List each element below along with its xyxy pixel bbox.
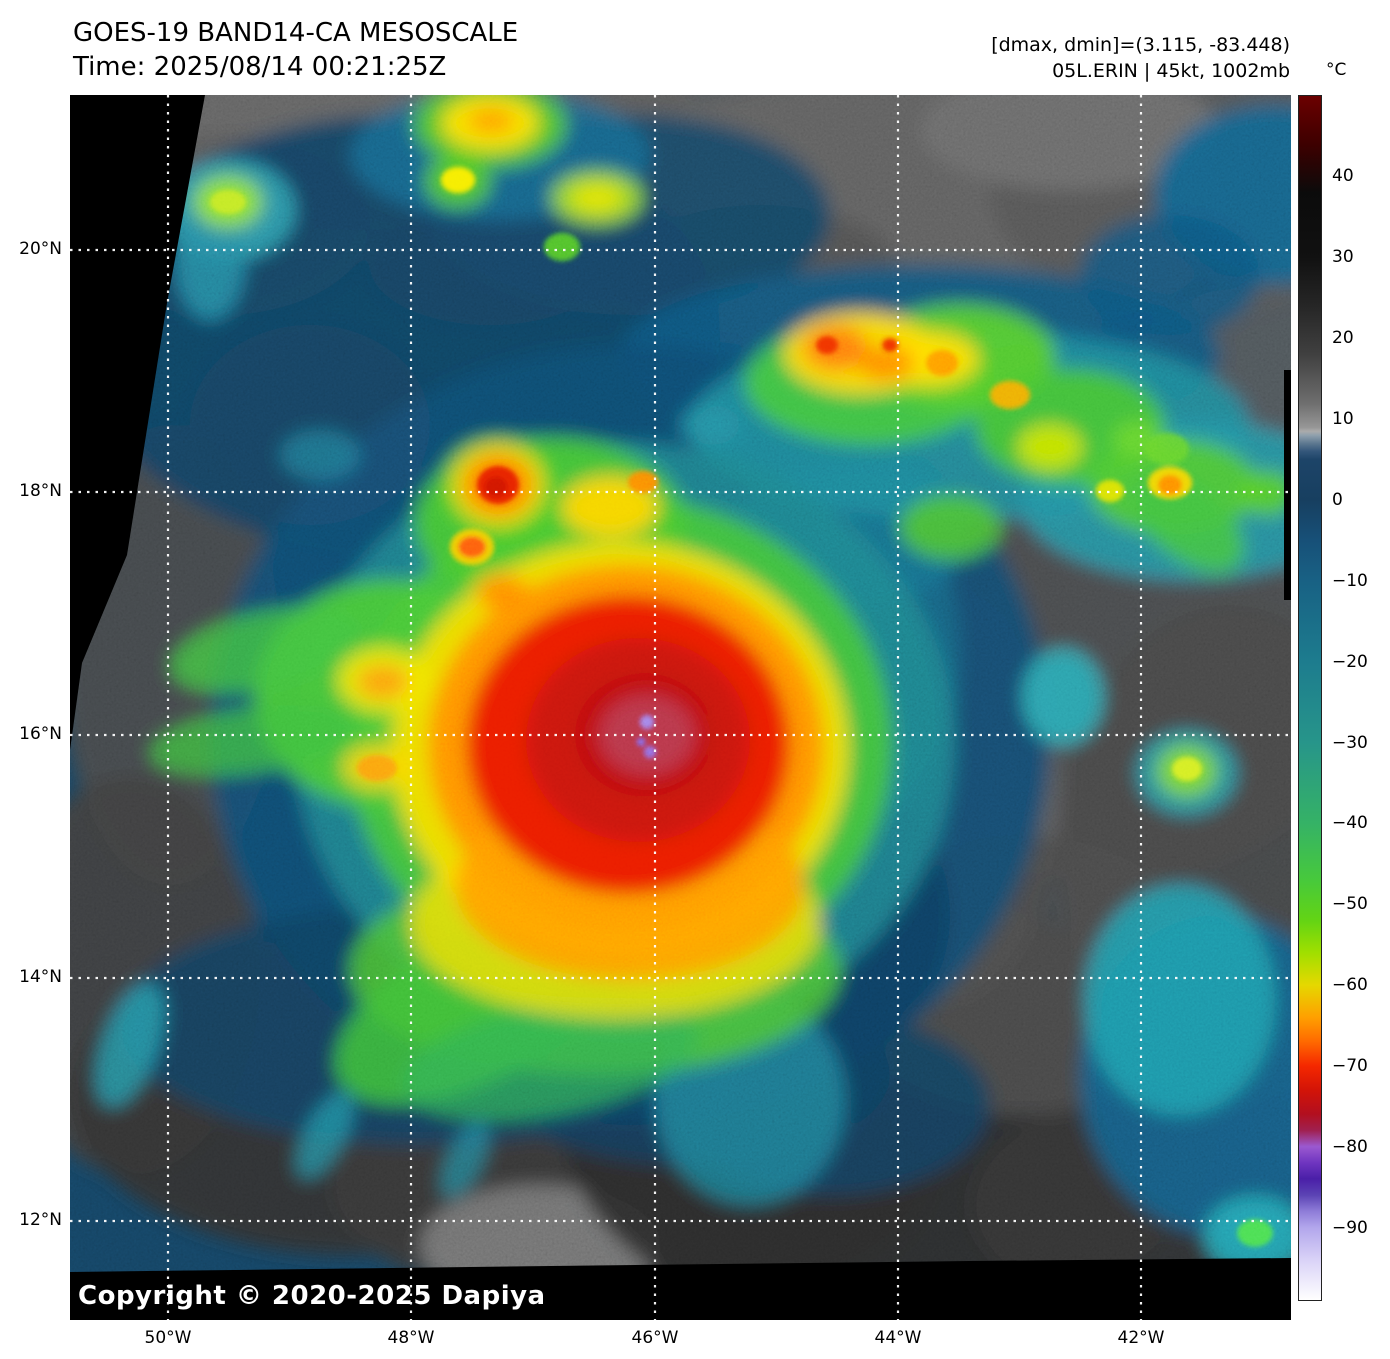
copyright-watermark: Copyright © 2020-2025 Dapiya xyxy=(78,1281,546,1311)
latitude-label: 20°N xyxy=(19,239,62,259)
longitude-label: 50°W xyxy=(144,1328,192,1348)
longitude-label: 48°W xyxy=(387,1328,435,1348)
satellite-imagery xyxy=(70,95,1291,1320)
storm-info: 05L.ERIN | 45kt, 1002mb xyxy=(1052,60,1290,82)
temperature-colorbar xyxy=(1298,95,1322,1301)
header-annotations: [dmax, dmin]=(3.115, -83.448) 05L.ERIN |… xyxy=(991,32,1290,84)
colorbar-tick-label: 10 xyxy=(1332,408,1354,429)
colorbar-tick-label: 40 xyxy=(1332,165,1354,186)
latlon-gridlines xyxy=(70,95,1291,1320)
colorbar-tick-label: −60 xyxy=(1332,975,1368,996)
latitude-label: 12°N xyxy=(19,1210,62,1230)
latitude-label: 16°N xyxy=(19,724,62,744)
colorbar-tick-label: −90 xyxy=(1332,1218,1368,1239)
latitude-label: 14°N xyxy=(19,967,62,987)
colorbar-tick-label: −50 xyxy=(1332,894,1368,915)
cloud-texture-noise xyxy=(70,95,1291,1272)
product-title: GOES-19 BAND14-CA MESOSCALE xyxy=(73,18,519,48)
imagery-edge-notch xyxy=(1284,370,1291,600)
colorbar-tick-label: −30 xyxy=(1332,732,1368,753)
dmax-dmin-readout: [dmax, dmin]=(3.115, -83.448) xyxy=(991,34,1290,56)
colorbar-tick-label: 0 xyxy=(1332,489,1343,510)
colorbar-tick-label: −80 xyxy=(1332,1137,1368,1158)
colorbar-tick-label: 20 xyxy=(1332,327,1354,348)
longitude-label: 46°W xyxy=(631,1328,679,1348)
colorbar-tick-label: −10 xyxy=(1332,570,1368,591)
satellite-map: Copyright © 2020-2025 Dapiya xyxy=(70,95,1291,1320)
colorbar-unit-label: °C xyxy=(1326,60,1347,80)
imagery-layers xyxy=(70,95,1291,1272)
colorbar-tick-label: 30 xyxy=(1332,246,1354,267)
colorbar-tick-label: −70 xyxy=(1332,1056,1368,1077)
colorbar-tick-label: −20 xyxy=(1332,651,1368,672)
longitude-label: 42°W xyxy=(1117,1328,1165,1348)
colorbar-tick-label: −40 xyxy=(1332,813,1368,834)
timestamp: Time: 2025/08/14 00:21:25Z xyxy=(73,52,447,82)
latitude-label: 18°N xyxy=(19,481,62,501)
longitude-label: 44°W xyxy=(874,1328,922,1348)
page-title: GOES-19 BAND14-CA MESOSCALE Time: 2025/0… xyxy=(73,16,518,84)
